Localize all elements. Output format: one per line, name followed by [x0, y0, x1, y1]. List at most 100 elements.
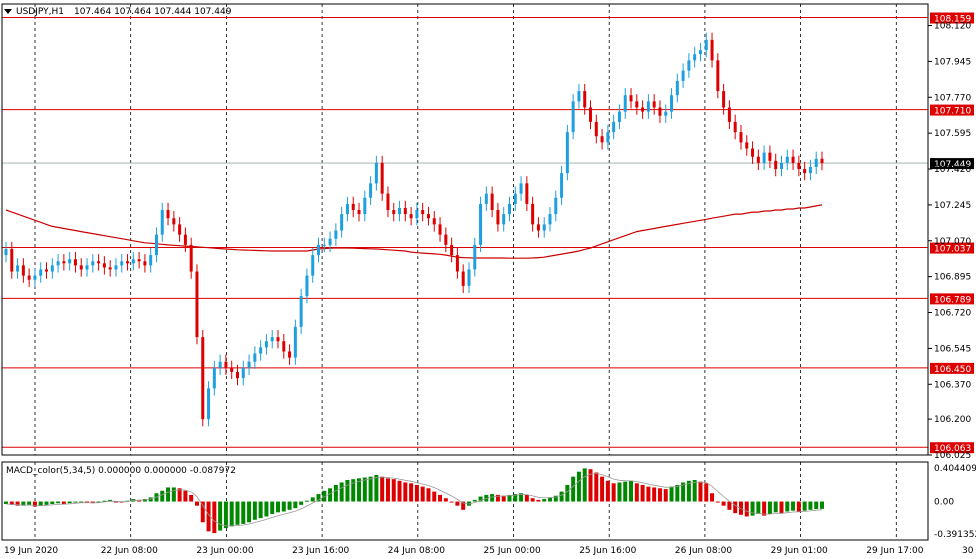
price-tick-label: 107.245 [934, 201, 971, 211]
time-tick-label: 25 Jun 16:00 [579, 546, 636, 556]
candle-body [820, 158, 824, 164]
candle-body [698, 50, 702, 55]
candle-body [183, 234, 187, 245]
candle-body [33, 275, 37, 280]
macd-bar [56, 501, 61, 504]
candle-body [73, 259, 77, 266]
macd-tick-label: 0.00 [934, 498, 954, 508]
candle-body [554, 197, 558, 215]
time-tick-label: 24 Jun 08:00 [388, 546, 445, 556]
macd-bar [397, 480, 402, 502]
candle-body [189, 244, 193, 272]
candle-body [328, 238, 332, 245]
candle-body [241, 367, 245, 379]
macd-bar [646, 486, 651, 502]
candle-body [727, 107, 731, 122]
macd-bar [686, 480, 691, 502]
candle-body [635, 101, 639, 108]
price-level-label: 106.789 [934, 295, 971, 305]
macd-bar [264, 501, 269, 517]
macd-bar [669, 486, 674, 502]
candle-body [143, 261, 147, 266]
candle-body [218, 361, 222, 368]
candle-body [583, 91, 587, 108]
macd-bar [38, 501, 43, 506]
macd-bar [90, 501, 95, 504]
time-tick-label: 19 Jun 2020 [4, 546, 58, 556]
price-level-label: 108.159 [934, 15, 971, 25]
macd-bar [629, 480, 634, 502]
candle-body [201, 337, 205, 420]
candle-body [450, 244, 454, 256]
candle-body [166, 210, 170, 219]
candle-body [594, 121, 598, 137]
macd-bar [640, 484, 645, 502]
macd-bar [542, 499, 547, 502]
macd-bar [605, 480, 610, 502]
candle-body [212, 367, 216, 389]
macd-bar [287, 501, 292, 510]
candle-body [345, 203, 349, 215]
macd-bar [218, 501, 223, 531]
candle-body [386, 193, 390, 211]
time-tick-label: 26 Jun 08:00 [675, 546, 732, 556]
macd-bar [426, 488, 431, 502]
moving-average-path [5, 204, 823, 259]
macd-bar [333, 484, 338, 502]
candle-body [693, 54, 697, 61]
candle-body [745, 142, 749, 149]
candle-body [426, 214, 430, 219]
macd-bar [634, 483, 639, 502]
candle-body [85, 265, 89, 270]
candle-body [27, 275, 31, 280]
macd-bar [67, 501, 72, 504]
price-level-label: 107.710 [934, 107, 971, 117]
macd-bar [9, 501, 14, 505]
candle-body [808, 166, 812, 174]
candle-body [311, 255, 315, 276]
candle-body [600, 136, 604, 143]
macd-bar [420, 486, 425, 502]
candle-body [716, 60, 720, 92]
candle-body [502, 214, 506, 225]
candle-body [814, 158, 818, 167]
macd-bar [310, 497, 315, 502]
macd-bar [576, 471, 581, 502]
candle-body [398, 207, 402, 215]
macd-bar [32, 501, 37, 507]
candle-body [264, 341, 268, 348]
macd-bar [166, 487, 171, 502]
candle-body [340, 214, 344, 231]
axes: 19 Jun 2020 22 Jun 08:00 23 Jun 00:00 23 Ju… [1, 3, 976, 556]
macd-bar [733, 501, 738, 514]
candle-body [623, 95, 627, 112]
macd-bar [588, 469, 593, 502]
macd-bar [194, 501, 199, 506]
macd-bar [617, 482, 622, 502]
macd-bar [727, 501, 732, 510]
price-tick-label: 106.370 [934, 380, 971, 390]
macd-bar [276, 501, 280, 513]
macd-bar [61, 501, 66, 505]
macd-bar [391, 479, 396, 502]
macd-signal-line [5, 473, 823, 527]
macd-bar [247, 501, 252, 523]
candle-body [380, 162, 384, 194]
candle-body [455, 255, 459, 272]
macd-bar [721, 501, 726, 506]
candle-body [525, 183, 529, 204]
dropdown-triangle-icon[interactable] [4, 9, 12, 14]
candle-body [438, 224, 442, 235]
price-tick-label: 106.720 [934, 309, 971, 319]
price-level-label: 106.063 [934, 444, 971, 454]
candle-body [322, 244, 326, 246]
macd-bar [472, 499, 477, 502]
macd-tick-label: 0.404409 [934, 464, 976, 474]
macd-bar [548, 497, 552, 502]
grid [34, 4, 897, 540]
candle-body [403, 207, 407, 215]
candle-body [369, 183, 373, 198]
time-tick-label: 22 Jun 08:00 [101, 546, 158, 556]
candle-body [791, 156, 795, 163]
